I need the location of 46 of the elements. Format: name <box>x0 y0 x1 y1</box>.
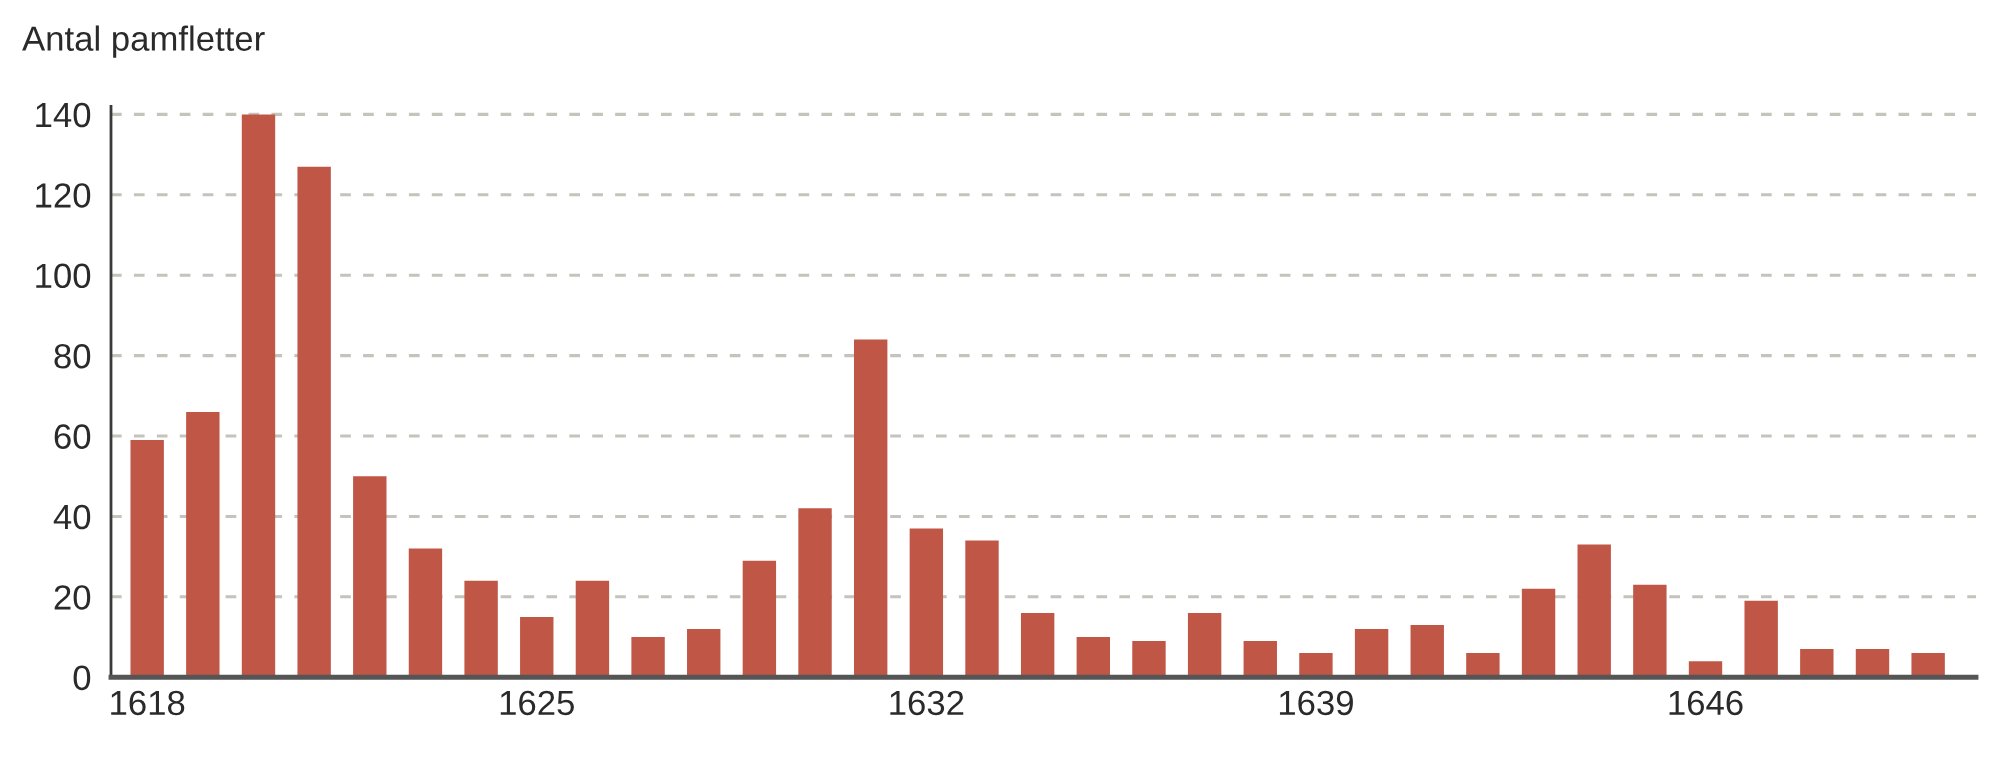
bar <box>575 580 610 678</box>
y-tick-label: 120 <box>36 183 91 208</box>
bar <box>1577 544 1611 678</box>
bar <box>130 440 164 678</box>
bar <box>1020 612 1055 678</box>
x-tick-label: 1646 <box>1669 690 1743 716</box>
bar <box>520 616 554 678</box>
y-axis-title: Antal pamfletter <box>22 25 265 58</box>
y-tick-label: 140 <box>36 102 91 128</box>
y-tick-label: 60 <box>54 424 91 449</box>
y-tick-label: 100 <box>36 263 91 289</box>
bar <box>965 540 999 678</box>
x-tick-label: 1639 <box>1279 690 1353 716</box>
bar <box>853 339 888 678</box>
bar <box>464 580 498 678</box>
bar <box>1521 588 1556 678</box>
bar <box>353 476 387 678</box>
bar <box>687 628 721 678</box>
bar <box>186 411 220 678</box>
bar <box>297 166 331 678</box>
bar <box>909 528 944 678</box>
bar <box>1354 628 1389 678</box>
bar <box>1076 637 1111 678</box>
bar <box>1855 649 1890 678</box>
bar <box>1132 641 1166 678</box>
bar <box>1187 612 1222 678</box>
bar <box>1800 649 1834 678</box>
bar <box>1299 653 1333 678</box>
bar <box>1243 641 1277 678</box>
bar <box>408 548 443 678</box>
bar <box>1410 624 1444 678</box>
y-tick-label: 0 <box>73 665 91 691</box>
bar <box>742 560 777 678</box>
bar <box>1744 600 1778 678</box>
x-tick-label: 1625 <box>500 690 574 716</box>
y-tick-label: 20 <box>54 585 91 610</box>
bar <box>1911 653 1945 678</box>
x-tick-label: 1618 <box>111 690 185 716</box>
bar <box>631 637 665 678</box>
x-tick-label: 1632 <box>890 690 964 716</box>
bar <box>1633 584 1667 678</box>
y-tick-label: 40 <box>53 504 91 530</box>
bar <box>1466 653 1500 678</box>
y-tick-label: 80 <box>54 343 91 369</box>
bar <box>798 508 832 678</box>
bar <box>241 114 276 678</box>
